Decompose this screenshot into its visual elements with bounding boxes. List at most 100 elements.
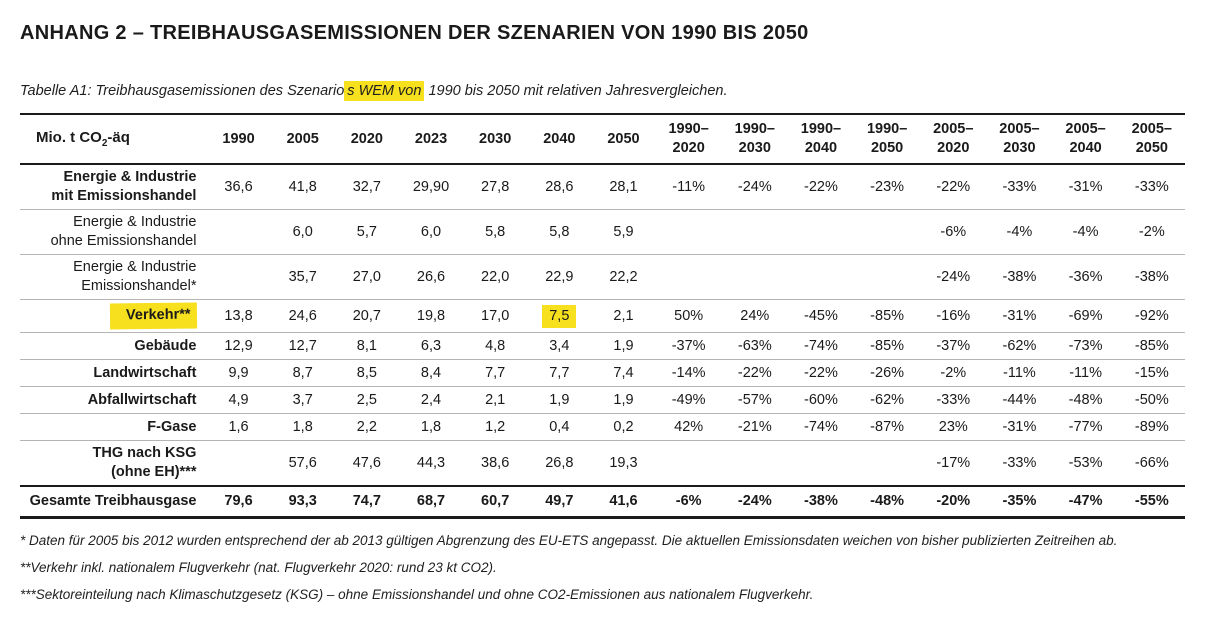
unit-header-subscript: 2 bbox=[101, 138, 108, 149]
range-column-header: 2005– 2050 bbox=[1118, 113, 1185, 165]
percent-cell bbox=[787, 209, 855, 255]
value-cell: 93,3 bbox=[270, 485, 335, 519]
range-column-header: 1990– 2020 bbox=[655, 113, 722, 165]
percent-cell: -14% bbox=[655, 359, 722, 387]
percent-cell: -37% bbox=[920, 332, 987, 360]
value-cell: 49,7 bbox=[527, 485, 592, 519]
table-row: Verkehr** 13,8 24,6 20,7 19,8 17,0 7,5 2,1 50% 24… bbox=[20, 299, 1185, 333]
percent-cell bbox=[655, 209, 722, 255]
value-cell: 7,7 bbox=[463, 359, 528, 387]
value-cell: 28,6 bbox=[527, 164, 592, 210]
percent-cell: -63% bbox=[721, 332, 788, 360]
percent-cell: -74% bbox=[787, 332, 855, 360]
percent-cell: -6% bbox=[655, 485, 722, 519]
row-label-text: Energie & Industrie bbox=[73, 214, 197, 230]
value-cell: 5,7 bbox=[334, 209, 399, 255]
table-row: Energie & Industrie ohne Emissionshandel 6… bbox=[20, 209, 1185, 255]
range-from: 1990– bbox=[866, 121, 908, 137]
percent-cell bbox=[655, 440, 722, 487]
percent-cell: 24% bbox=[721, 299, 788, 333]
percent-cell: -23% bbox=[854, 164, 921, 210]
value-cell: 9,9 bbox=[206, 359, 271, 387]
percent-cell: -2% bbox=[1118, 209, 1185, 255]
value-cell: 7,5 bbox=[527, 299, 592, 333]
percent-cell: -2% bbox=[920, 359, 987, 387]
value-cell: 60,7 bbox=[463, 485, 528, 519]
range-from: 2005– bbox=[933, 121, 974, 137]
value-cell: 12,9 bbox=[206, 332, 271, 360]
value-cell: 6,0 bbox=[398, 209, 464, 255]
percent-cell: -22% bbox=[787, 359, 855, 387]
value-cell: 36,6 bbox=[206, 164, 271, 210]
value-cell: 2,5 bbox=[334, 386, 399, 414]
value-cell: 1,9 bbox=[591, 332, 656, 360]
table-row: Gebäude 12,9 12,7 8,1 6,3 4,8 3,4 1,9 -37% -63% -7… bbox=[20, 332, 1185, 360]
percent-cell: -37% bbox=[655, 332, 722, 360]
range-column-header: 1990– 2030 bbox=[721, 113, 788, 165]
row-label: Gebäude bbox=[20, 332, 207, 360]
range-from: 1990– bbox=[800, 121, 842, 137]
percent-cell bbox=[854, 440, 921, 487]
table-row: Energie & Industrie mit Emissionshandel 36… bbox=[20, 164, 1185, 210]
value-cell: 22,2 bbox=[591, 254, 656, 300]
value-cell bbox=[206, 440, 271, 487]
table-row: Energie & Industrie Emissionshandel* 35,7 2… bbox=[20, 254, 1185, 300]
year-column-header: 2040 bbox=[527, 113, 592, 165]
percent-cell: -11% bbox=[1052, 359, 1119, 387]
value-cell: 0,4 bbox=[527, 413, 592, 441]
range-to: 2050 bbox=[1135, 140, 1168, 156]
value-cell: 2,4 bbox=[398, 386, 464, 414]
range-from: 1990– bbox=[734, 121, 775, 137]
percent-cell: -15% bbox=[1118, 359, 1185, 387]
value-cell: 19,8 bbox=[398, 299, 464, 333]
emissions-table: Mio. t CO2-äq 1990 2005 2020 2023 2030 2040 20… bbox=[20, 113, 1185, 519]
row-label-text: THG nach KSG bbox=[92, 445, 197, 461]
unit-header-prefix: Mio. t CO bbox=[36, 129, 102, 146]
caption-text-suffix: 1990 bis 2050 mit relativen Jahresvergle… bbox=[424, 83, 728, 99]
percent-cell: -26% bbox=[854, 359, 921, 387]
percent-cell: -21% bbox=[721, 413, 788, 441]
range-from: 2005– bbox=[1131, 121, 1172, 137]
value-cell: 3,4 bbox=[527, 332, 592, 360]
percent-cell: -89% bbox=[1118, 413, 1185, 441]
footnote: * Daten für 2005 bis 2012 wurden entspre… bbox=[20, 532, 1118, 548]
percent-cell bbox=[721, 254, 788, 300]
value-cell: 6,0 bbox=[270, 209, 335, 255]
percent-cell: -22% bbox=[920, 164, 987, 210]
value-cell: 79,6 bbox=[206, 485, 271, 519]
value-cell: 4,8 bbox=[463, 332, 528, 360]
value-cell: 6,3 bbox=[398, 332, 464, 360]
value-cell: 74,7 bbox=[334, 485, 399, 519]
percent-cell: -33% bbox=[986, 440, 1053, 487]
value-cell: 4,9 bbox=[206, 386, 271, 414]
percent-cell: -31% bbox=[986, 299, 1053, 333]
value-cell: 24,6 bbox=[270, 299, 335, 333]
value-cell: 27,0 bbox=[334, 254, 399, 300]
percent-cell bbox=[721, 440, 788, 487]
percent-cell bbox=[787, 440, 855, 487]
percent-cell: -77% bbox=[1052, 413, 1119, 441]
row-label-text: Abfallwirtschaft bbox=[87, 391, 197, 408]
value-cell: 1,9 bbox=[527, 386, 592, 414]
value-cell: 2,1 bbox=[463, 386, 528, 414]
year-column-header: 2020 bbox=[334, 113, 399, 165]
value-cell: 1,2 bbox=[463, 413, 528, 441]
value-cell: 2,2 bbox=[334, 413, 399, 441]
value-cell: 68,7 bbox=[398, 485, 464, 519]
year-column-header: 2005 bbox=[270, 113, 335, 165]
percent-cell: -62% bbox=[854, 386, 921, 414]
percent-cell: -45% bbox=[787, 299, 855, 333]
table-row: THG nach KSG (ohne EH)*** 57,6 47,6 44,3 38,6… bbox=[20, 440, 1185, 487]
value-cell: 26,8 bbox=[527, 440, 592, 487]
value-cell: 12,7 bbox=[270, 332, 335, 360]
value-cell: 5,8 bbox=[527, 209, 592, 255]
value-cell: 20,7 bbox=[334, 299, 399, 333]
percent-cell: 23% bbox=[920, 413, 987, 441]
year-column-header: 2030 bbox=[463, 113, 528, 165]
percent-cell: -49% bbox=[655, 386, 722, 414]
percent-cell: -47% bbox=[1052, 485, 1119, 519]
percent-cell: -33% bbox=[920, 386, 987, 414]
value-cell bbox=[206, 209, 271, 255]
range-to: 2040 bbox=[1069, 140, 1102, 156]
table-row: Landwirtschaft 9,9 8,7 8,5 8,4 7,7 7,7 7,4 -14% -… bbox=[20, 359, 1185, 387]
